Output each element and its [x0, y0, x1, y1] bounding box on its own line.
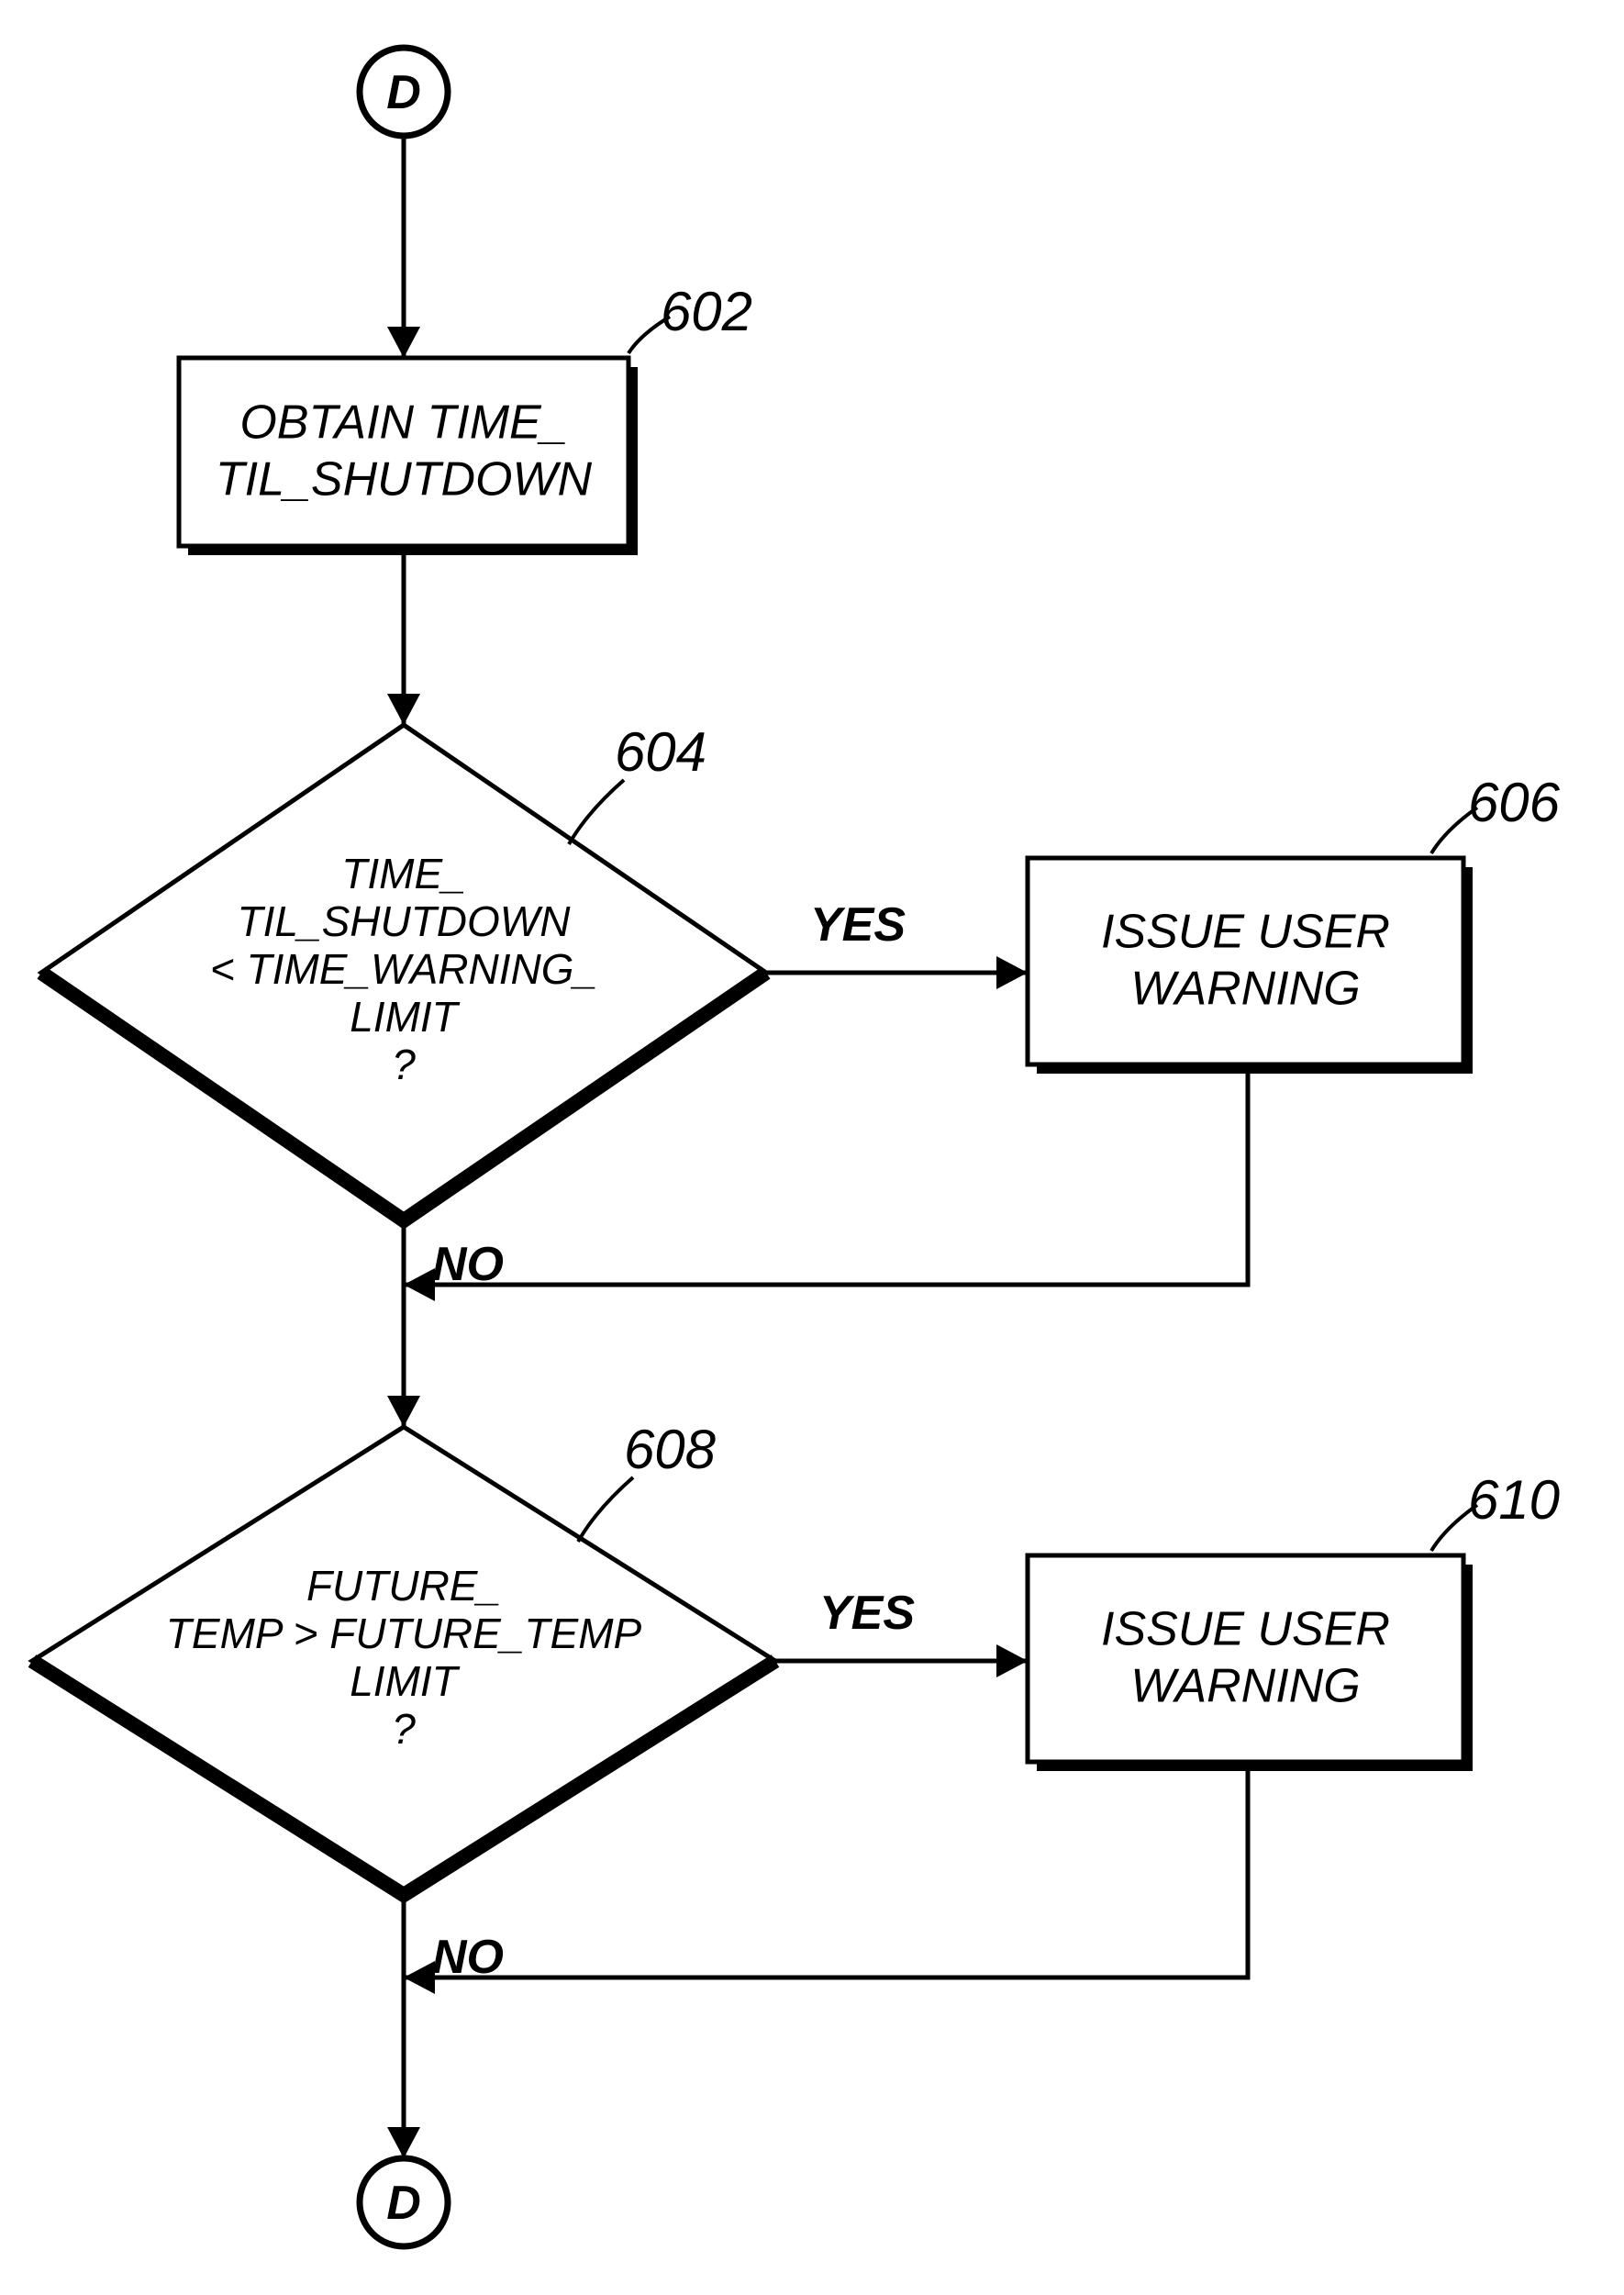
- arrowhead: [996, 1644, 1028, 1677]
- arrowhead: [996, 956, 1028, 989]
- node-text: TIME_: [341, 850, 465, 897]
- node-text: ISSUE USER: [1101, 1603, 1390, 1656]
- connector-label: D: [386, 66, 421, 119]
- connector-conn_top: D: [360, 48, 448, 136]
- node-text: WARNING: [1130, 963, 1360, 1016]
- arrowhead: [387, 327, 420, 358]
- node-text: LIMIT: [350, 993, 460, 1041]
- arrowhead: [387, 694, 420, 725]
- ref-label: 608: [624, 1419, 717, 1480]
- arrowhead: [404, 1961, 435, 1994]
- edge-label: NO: [432, 1931, 504, 1984]
- node-text: FUTURE_: [306, 1562, 501, 1610]
- process-box606: ISSUE USERWARNING 606: [1028, 772, 1561, 1074]
- node-text: ?: [392, 1041, 416, 1088]
- connector-conn_bot: D: [360, 2158, 448, 2246]
- ref-label: 606: [1468, 772, 1561, 833]
- decision-dia608: FUTURE_TEMP > FUTURE_TEMPLIMIT? 608: [32, 1419, 775, 1895]
- process-box610: ISSUE USERWARNING 610: [1028, 1469, 1560, 1771]
- process-box602: OBTAIN TIME_TIL_SHUTDOWN 602: [179, 281, 752, 555]
- ref-label: 602: [661, 281, 752, 342]
- decision-dia604: TIME_TIL_SHUTDOWN< TIME_WARNING_LIMIT? 60…: [41, 721, 766, 1220]
- edge-label: YES: [810, 898, 906, 952]
- ref-label: 604: [615, 721, 706, 783]
- arrowhead: [387, 1396, 420, 1427]
- node-text: TIL_SHUTDOWN: [238, 897, 572, 945]
- edge-label: YES: [819, 1587, 915, 1640]
- node-text: LIMIT: [350, 1657, 460, 1705]
- ref-label: 610: [1468, 1469, 1560, 1531]
- connector-label: D: [386, 2177, 421, 2230]
- arrowhead: [404, 1268, 435, 1301]
- node-text: ISSUE USER: [1101, 906, 1390, 959]
- node-text: WARNING: [1130, 1660, 1360, 1713]
- node-text: < TIME_WARNING_: [210, 945, 597, 993]
- node-text: ?: [392, 1705, 416, 1753]
- flowchart: DDYESNOYESNOOBTAIN TIME_TIL_SHUTDOWN602T…: [0, 0, 1624, 2295]
- edge-label: NO: [432, 1238, 504, 1291]
- node-text: TIL_SHUTDOWN: [216, 453, 593, 507]
- node-text: TEMP > FUTURE_TEMP: [166, 1610, 642, 1657]
- node-text: OBTAIN TIME_: [239, 396, 567, 450]
- arrowhead: [387, 2127, 420, 2158]
